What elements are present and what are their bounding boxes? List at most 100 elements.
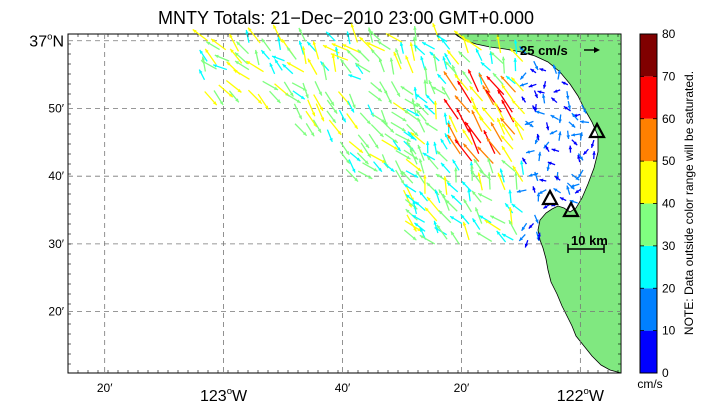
current-vector-head: [571, 113, 576, 118]
current-vector-head: [415, 112, 420, 116]
current-vector-head: [373, 167, 378, 172]
current-vector-head: [514, 172, 518, 176]
current-vector: [499, 117, 516, 135]
current-vector-head: [409, 148, 414, 153]
current-vector-head: [414, 132, 419, 136]
current-vector: [464, 121, 482, 144]
current-vector-head: [499, 168, 504, 173]
colorbar-tick-label: 80: [662, 27, 676, 41]
lon-label-4: 122oW: [557, 386, 605, 405]
current-vector-head: [537, 232, 541, 237]
current-vector-head: [331, 43, 336, 47]
current-vector-head: [298, 115, 302, 120]
current-vector-head: [480, 62, 485, 66]
current-vector-head: [342, 44, 347, 48]
current-vector-head: [472, 218, 476, 223]
current-vector-head: [417, 117, 421, 122]
current-vector-head: [413, 227, 417, 232]
current-vector-head: [346, 49, 351, 54]
current-vector-head: [579, 156, 584, 161]
current-vector-head: [494, 102, 498, 107]
current-vector-head: [388, 99, 392, 104]
current-vector-head: [415, 93, 420, 98]
current-vector-head: [536, 192, 541, 197]
current-vector-head: [395, 48, 399, 53]
current-vector-head: [416, 109, 421, 114]
current-vector-head: [511, 203, 516, 208]
current-vector-head: [412, 215, 417, 219]
current-vector-head: [569, 199, 574, 204]
current-vector-head: [551, 148, 556, 152]
current-vector-head: [501, 135, 505, 140]
current-vector-head: [432, 23, 436, 28]
current-vector: [467, 69, 480, 93]
current-vector-head: [559, 197, 564, 201]
station-moss: [541, 188, 559, 206]
current-vector-head: [521, 96, 526, 101]
current-vector: [482, 85, 495, 106]
current-vector-head: [519, 237, 523, 241]
current-vector-head: [479, 116, 483, 121]
current-vector: [500, 75, 517, 93]
current-vector-head: [423, 66, 428, 71]
current-vector-head: [281, 39, 286, 44]
current-vector-head: [415, 201, 420, 206]
current-vector-head: [434, 189, 439, 194]
current-vector-head: [274, 86, 279, 90]
current-vector: [454, 95, 471, 113]
current-vector-head: [568, 145, 573, 150]
current-vector-head: [447, 50, 451, 55]
current-vector-head: [409, 42, 414, 47]
current-vector-head: [454, 167, 458, 172]
current-vector-head: [462, 70, 466, 75]
current-vector-head: [508, 189, 512, 194]
colorbar-tick-label: 10: [662, 324, 676, 338]
current-vector-head: [368, 175, 373, 179]
current-vector-head: [235, 61, 240, 65]
current-vector-head: [272, 55, 277, 60]
latitude-labels: 37oN 50′ 40′ 30′ 20′: [29, 32, 64, 319]
current-vector-head: [539, 178, 544, 183]
current-vector-head: [443, 176, 447, 180]
current-vector-head: [402, 117, 407, 122]
current-vector-head: [449, 115, 453, 120]
current-vector-head: [397, 147, 401, 152]
current-vector-head: [520, 75, 524, 80]
current-vector-head: [526, 150, 531, 154]
current-vector-head: [264, 105, 269, 110]
current-vector-head: [447, 182, 451, 187]
current-vector-head: [426, 182, 431, 187]
current-vector-head: [319, 106, 323, 111]
colorbar-tick-label: 50: [662, 154, 676, 168]
current-vector-head: [433, 100, 438, 105]
current-vector-head: [528, 173, 533, 177]
map-title: MNTY Totals: 21−Dec−2010 23:00 GMT+0.000: [158, 8, 534, 28]
colorbar-segment: [640, 288, 657, 331]
current-vector-head: [468, 69, 472, 74]
current-vector-head: [377, 88, 382, 92]
current-vector-head: [233, 69, 238, 74]
current-vector: [501, 99, 515, 123]
current-vector-head: [583, 150, 588, 155]
current-vector-head: [432, 54, 437, 58]
current-vector-head: [582, 109, 587, 114]
current-vector-head: [219, 101, 224, 106]
distance-scale-label: 10 km: [571, 233, 608, 248]
current-vector-head: [354, 124, 358, 129]
current-vector-head: [511, 77, 516, 82]
current-vector-head: [377, 97, 382, 102]
colorbar: 0 10 20 30 40 50 60 70 80: [639, 27, 676, 380]
current-vector-head: [269, 62, 273, 67]
current-vector: [468, 128, 480, 154]
current-vector-head: [476, 232, 481, 236]
current-vector-head: [307, 41, 311, 46]
current-vector-head: [505, 203, 509, 208]
current-vector-head: [317, 128, 322, 133]
current-vector-head: [286, 62, 291, 66]
current-vector-head: [515, 122, 519, 127]
current-vector: [443, 98, 459, 120]
station-north: [588, 121, 606, 139]
current-vector-head: [230, 48, 234, 53]
current-vector-head: [261, 50, 266, 55]
current-vector-head: [486, 76, 491, 81]
